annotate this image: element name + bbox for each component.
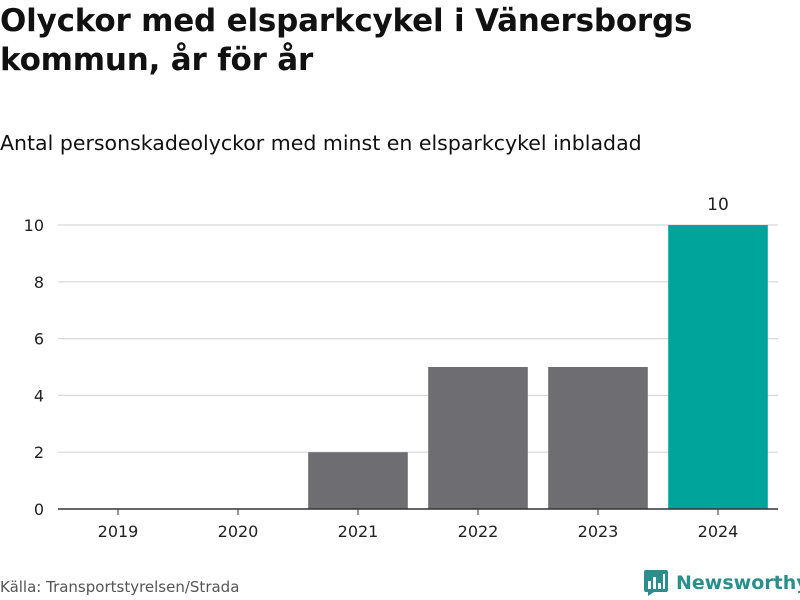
data-labels: 10 <box>707 195 729 215</box>
bar <box>308 452 408 509</box>
y-tick-label: 6 <box>34 330 44 349</box>
chart-subtitle: Antal personskadeolyckor med minst en el… <box>0 131 642 155</box>
bar <box>428 367 528 509</box>
x-tick-label: 2022 <box>458 522 499 541</box>
x-tick-label: 2019 <box>98 522 139 541</box>
y-tick-label: 0 <box>34 500 44 519</box>
x-tick-label: 2021 <box>338 522 379 541</box>
bars <box>308 225 768 509</box>
grid-lines <box>58 224 778 453</box>
data-label: 10 <box>707 195 729 215</box>
y-tick-label: 2 <box>34 443 44 462</box>
y-tick-label: 10 <box>24 216 44 235</box>
chart-title: Olyckor med elsparkcykel i Vänersborgs k… <box>0 3 693 78</box>
x-tick-label: 2023 <box>578 522 619 541</box>
x-tick-label: 2020 <box>218 522 259 541</box>
source-note: Källa: Transportstyrelsen/Strada <box>0 578 240 596</box>
x-tick-label: 2024 <box>698 522 739 541</box>
y-axis-ticks: 0 2 4 6 8 10 <box>24 216 44 519</box>
brand-name: Newsworthy <box>676 572 800 594</box>
bar <box>668 225 768 509</box>
y-tick-label: 4 <box>34 386 44 405</box>
x-axis-ticks: 2019 2020 2021 2022 2023 2024 <box>98 509 739 541</box>
brand-logo: Newsworthy <box>644 570 800 596</box>
bar-chart-logo-icon <box>644 570 668 596</box>
bar <box>548 367 648 509</box>
y-tick-label: 8 <box>34 273 44 292</box>
